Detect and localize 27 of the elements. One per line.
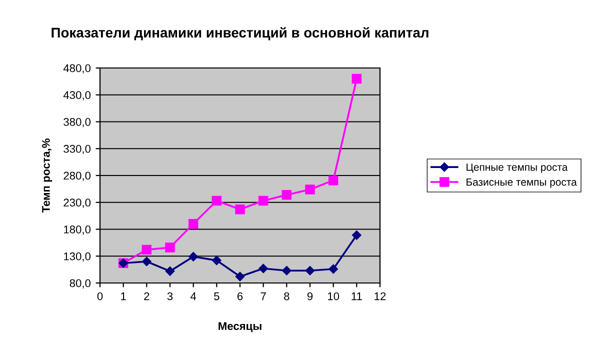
legend-label: Цепные темпы роста bbox=[466, 164, 568, 173]
y-axis-title: Темп роста,% bbox=[42, 138, 52, 213]
chart-title: Показатели динамики инвестиций в основной капитал bbox=[52, 27, 428, 40]
x-tick-label: 5 bbox=[214, 292, 220, 300]
x-tick-label: 7 bbox=[260, 292, 266, 300]
x-tick-label: 6 bbox=[237, 292, 243, 300]
x-tick-label: 2 bbox=[144, 292, 150, 300]
y-tick-label: 80,0 bbox=[70, 279, 91, 288]
y-tick-label: 480,0 bbox=[63, 64, 91, 74]
y-tick-label: 130,0 bbox=[64, 252, 91, 262]
x-tick-label: 0 bbox=[97, 292, 103, 300]
y-tick-label: 280,0 bbox=[64, 172, 91, 181]
y-tick-label: 430,0 bbox=[63, 91, 91, 100]
y-tick-label: 180,0 bbox=[64, 226, 91, 235]
x-tick-label: 12 bbox=[374, 292, 386, 300]
x-axis-title: Месяцы bbox=[218, 322, 262, 332]
y-tick-label: 230,0 bbox=[64, 198, 91, 208]
x-tick-label: 3 bbox=[167, 292, 173, 300]
y-tick-label: 330,0 bbox=[64, 144, 91, 154]
x-tick-label: 1 bbox=[121, 292, 126, 300]
x-tick-label: 10 bbox=[328, 292, 340, 300]
x-tick-label: 4 bbox=[190, 292, 196, 300]
x-tick-label: 9 bbox=[307, 292, 313, 300]
y-tick-label: 380,0 bbox=[64, 118, 91, 128]
x-tick-label: 8 bbox=[284, 292, 290, 300]
x-tick-label: 11 bbox=[352, 292, 362, 300]
legend-label: Базисные темпы роста bbox=[466, 178, 577, 188]
